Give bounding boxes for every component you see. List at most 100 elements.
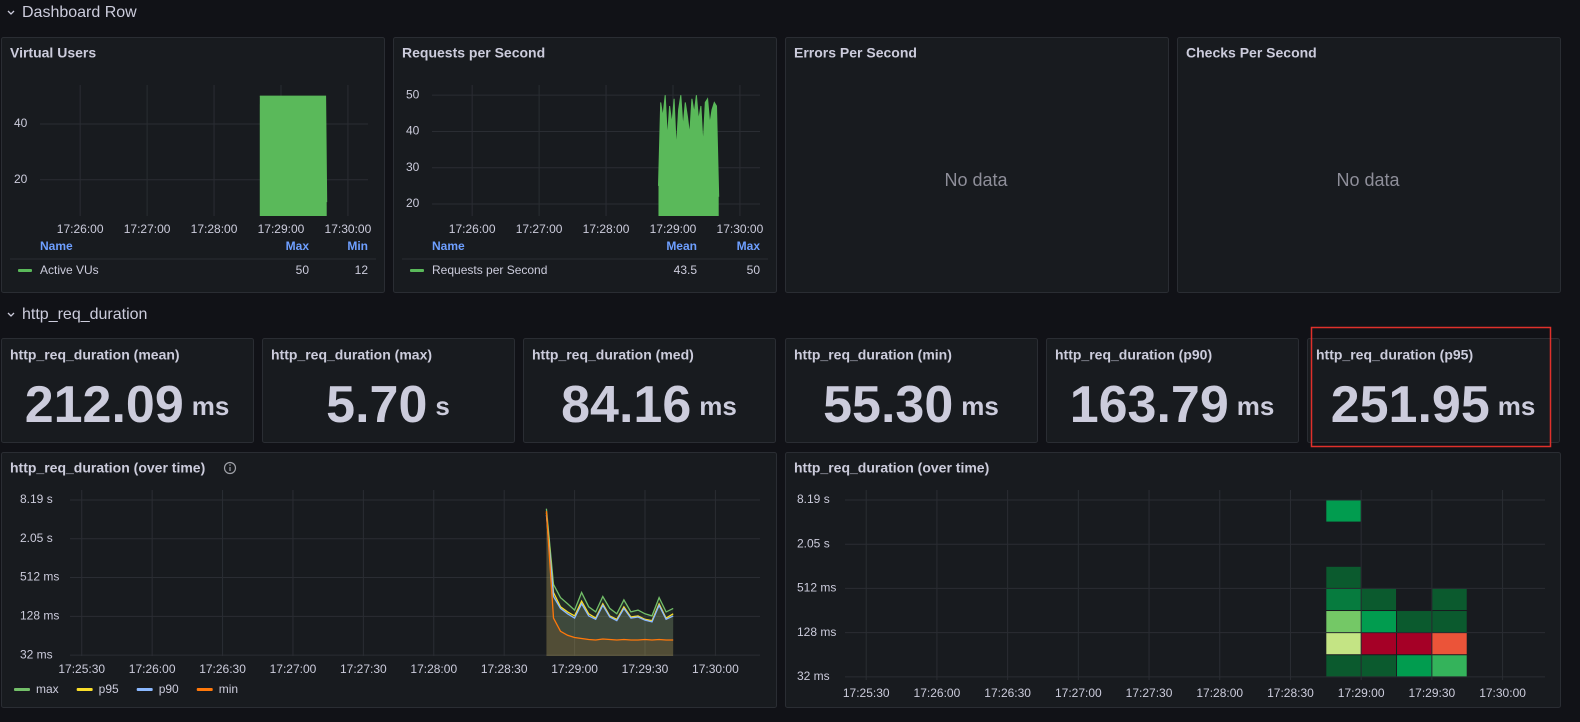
x-tick-label: 17:29:00: [650, 222, 697, 236]
x-tick-label: 17:26:30: [984, 686, 1031, 700]
y-tick-label: 30: [406, 160, 420, 174]
series-line: [545, 511, 674, 641]
legend-swatch: [136, 688, 153, 691]
stat-value: 251.95 ms: [1331, 376, 1536, 434]
stat-unit: ms: [1237, 391, 1275, 421]
stat-value: 55.30 ms: [823, 376, 999, 434]
series-line: [545, 508, 674, 617]
stat-unit: ms: [192, 391, 230, 421]
stat-number: 84.16: [561, 376, 691, 434]
panel-title: http_req_duration (max): [271, 347, 432, 363]
x-tick-label: 17:27:30: [340, 662, 387, 676]
heatmap-cell: [1361, 588, 1397, 611]
area-fill: [546, 511, 674, 656]
heatmap-cell: [1432, 588, 1467, 611]
legend-swatch: [410, 269, 424, 272]
panel: [1, 338, 254, 443]
x-tick-label: 17:30:00: [1479, 686, 1526, 700]
panel-title: http_req_duration (med): [532, 347, 694, 363]
heatmap-cell: [1432, 633, 1467, 655]
legend-header: Max: [737, 239, 761, 253]
legend-name: Requests per Second: [432, 263, 547, 277]
heatmap-cell: [1397, 655, 1432, 677]
heatmap-cell: [1361, 633, 1397, 655]
y-tick-label: 128 ms: [20, 608, 59, 622]
x-tick-label: 17:26:00: [57, 222, 104, 236]
series-line: [545, 514, 674, 623]
heatmap-cell: [1326, 588, 1361, 611]
row-title[interactable]: http_req_duration: [22, 306, 147, 323]
stat-number: 251.95: [1331, 376, 1490, 434]
info-icon[interactable]: [223, 461, 237, 475]
y-tick-label: 8.19 s: [20, 492, 53, 506]
x-tick-label: 17:27:00: [270, 662, 317, 676]
y-tick-label: 8.19 s: [797, 492, 830, 506]
legend-label: p95: [99, 682, 119, 696]
panel: [1046, 338, 1299, 443]
x-tick-label: 17:27:00: [1055, 686, 1102, 700]
y-tick-label: 2.05 s: [20, 531, 53, 545]
x-tick-label: 17:26:00: [449, 222, 496, 236]
x-tick-label: 17:26:00: [129, 662, 176, 676]
row-chevron[interactable]: [7, 312, 15, 317]
panel: [1, 452, 777, 708]
stat-panels: http_req_duration (mean) 212.09 ms http_req…: [1, 338, 1560, 443]
y-tick-label: 512 ms: [20, 570, 59, 584]
legend-header: Name: [40, 239, 73, 253]
heatmap-cell: [1326, 655, 1361, 677]
area-fill: [658, 95, 719, 216]
x-tick-label: 17:27:00: [516, 222, 563, 236]
panel-title: Requests per Second: [402, 45, 545, 61]
row-chevron[interactable]: [7, 10, 15, 15]
x-tick-label: 17:30:00: [325, 222, 372, 236]
legend-value: 12: [355, 263, 369, 277]
panel: [1177, 37, 1561, 293]
x-tick-label: 17:28:00: [1196, 686, 1243, 700]
panel: [393, 37, 777, 293]
info-icon-dot: [229, 464, 231, 466]
y-tick-label: 32 ms: [797, 669, 830, 683]
legend-value: 50: [296, 263, 310, 277]
stat-value: 212.09 ms: [25, 376, 230, 434]
x-tick-label: 17:29:30: [622, 662, 669, 676]
y-tick-label: 512 ms: [797, 581, 836, 595]
x-tick-label: 17:25:30: [843, 686, 890, 700]
row-title[interactable]: Dashboard Row: [22, 4, 137, 21]
legend-label: min: [219, 682, 238, 696]
y-tick-label: 40: [406, 124, 420, 138]
panel-title: http_req_duration (p95): [1316, 347, 1473, 363]
panel: [523, 338, 776, 443]
panel-title: Errors Per Second: [794, 45, 917, 61]
heatmap-cell: [1361, 655, 1397, 677]
highlight-box: [1310, 326, 1552, 448]
x-tick-label: 17:29:00: [258, 222, 305, 236]
heatmap-cell: [1397, 611, 1432, 633]
stat-unit: s: [435, 391, 449, 421]
y-tick-label: 32 ms: [20, 647, 53, 661]
panel: [262, 338, 515, 443]
area-fill: [546, 514, 674, 656]
x-tick-label: 17:27:30: [1126, 686, 1173, 700]
stat-unit: ms: [961, 391, 999, 421]
series-line: [259, 95, 328, 203]
panel-title: http_req_duration (min): [794, 347, 952, 363]
panel: [785, 37, 1169, 293]
legend-header: Min: [347, 239, 368, 253]
heatmap-cell: [1361, 611, 1397, 633]
y-tick-label: 40: [14, 116, 28, 130]
stat-value: 5.70 s: [326, 376, 450, 434]
x-tick-label: 17:29:00: [1338, 686, 1385, 700]
heatmap-cell: [1432, 655, 1467, 677]
y-tick-label: 50: [406, 87, 420, 101]
stat-number: 55.30: [823, 376, 953, 434]
legend-swatch: [18, 269, 32, 272]
no-data: No data: [1336, 170, 1400, 190]
heatmap-cell: [1326, 566, 1361, 588]
stat-value: 84.16 ms: [561, 376, 737, 434]
stat-number: 212.09: [25, 376, 184, 434]
x-tick-label: 17:26:30: [199, 662, 246, 676]
x-tick-label: 17:30:00: [717, 222, 764, 236]
legend-label: max: [36, 682, 59, 696]
legend-label: p90: [159, 682, 179, 696]
